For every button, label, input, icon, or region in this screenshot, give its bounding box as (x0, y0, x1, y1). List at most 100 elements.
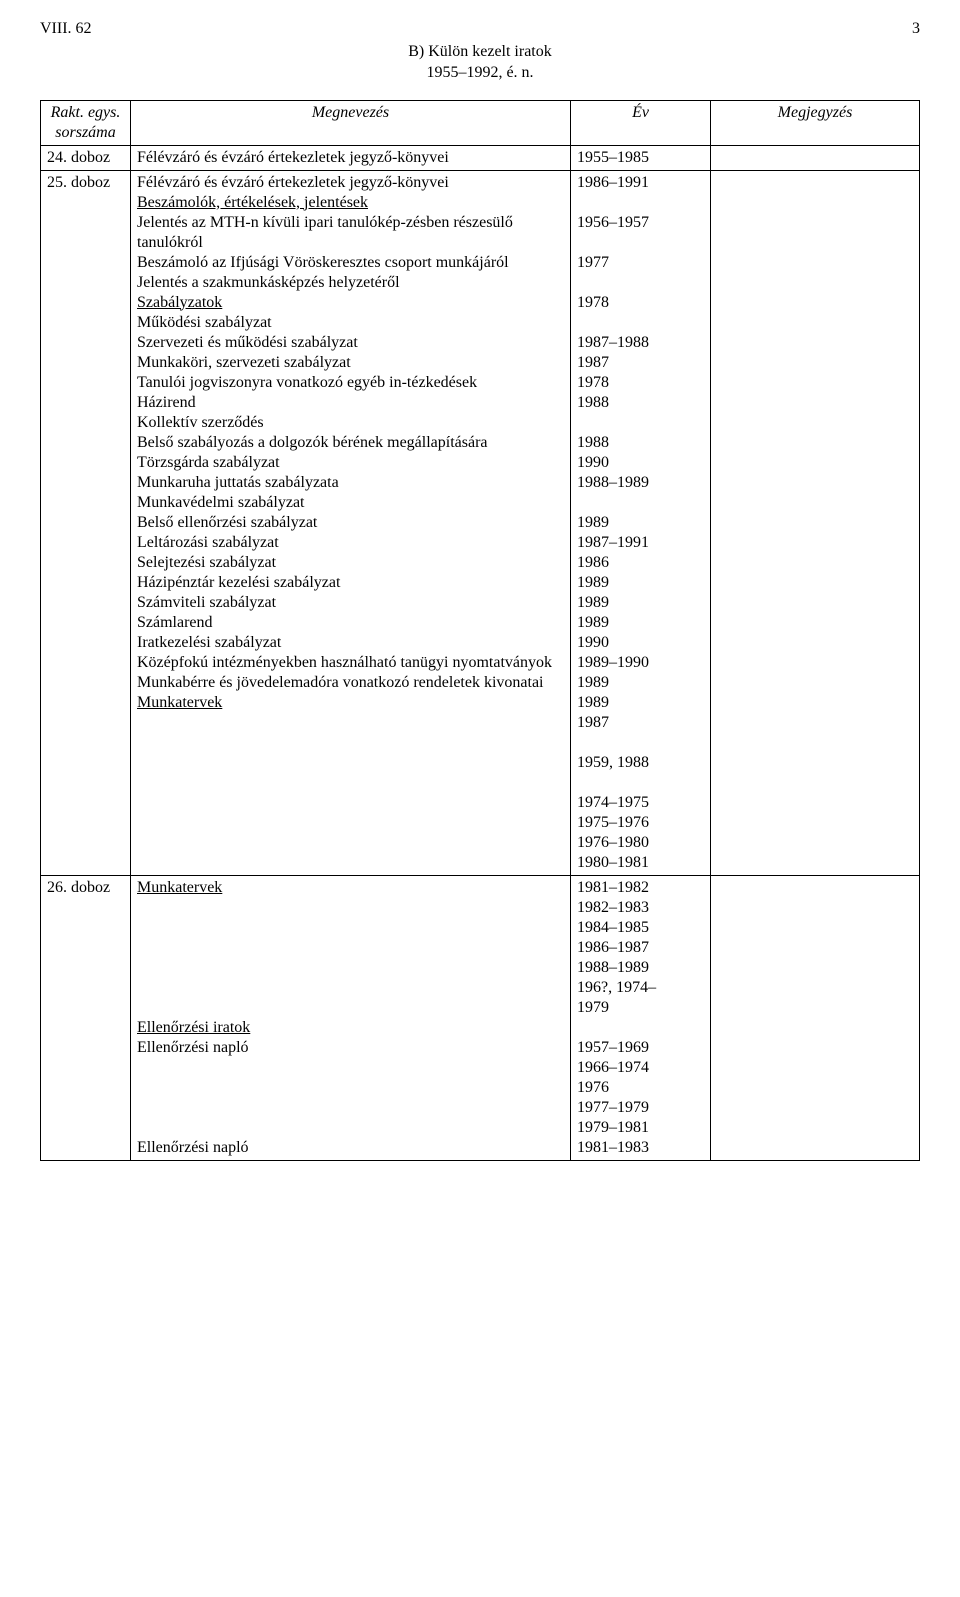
year (577, 773, 704, 793)
year: 1989 (577, 673, 704, 693)
year: 1990 (577, 453, 704, 473)
header-left: VIII. 62 (40, 20, 92, 38)
year (577, 1018, 704, 1038)
item: Működési szabályzat (137, 313, 564, 333)
year (577, 193, 704, 213)
item: Számviteli szabályzat (137, 593, 564, 613)
year: 1986–1987 (577, 938, 704, 958)
item-heading: Munkatervek (137, 693, 564, 713)
year: 1957–1969 (577, 1038, 704, 1058)
item: Munkaruha juttatás szabályzata (137, 473, 564, 493)
year: 1989 (577, 613, 704, 633)
table-header-row: Rakt. egys. sorszáma Megnevezés Év Megje… (41, 100, 920, 145)
year: 1976 (577, 1078, 704, 1098)
year: 1989–1990 (577, 653, 704, 673)
spacer (137, 978, 564, 998)
year: 1980–1981 (577, 853, 704, 873)
year: 196?, 1974– (577, 978, 704, 998)
year: 1978 (577, 373, 704, 393)
section-line1: B) Külön kezelt iratok (40, 42, 920, 63)
col-rakt-header: Rakt. egys. sorszáma (41, 100, 131, 145)
item: Tanulói jogviszonyra vonatkozó egyéb in-… (137, 373, 564, 393)
year: 1989 (577, 693, 704, 713)
item: Belső ellenőrzési szabályzat (137, 513, 564, 533)
cell-rakt: 26. doboz (41, 875, 131, 1160)
item: Belső szabályozás a dolgozók bérének meg… (137, 433, 564, 453)
item: Iratkezelési szabályzat (137, 633, 564, 653)
spacer (137, 958, 564, 978)
item: Félévzáró és évzáró értekezletek jegyző-… (137, 173, 564, 193)
year: 1988–1989 (577, 958, 704, 978)
year: 1977 (577, 253, 704, 273)
year: 1984–1985 (577, 918, 704, 938)
cell-megnev: Félévzáró és évzáró értekezletek jegyző-… (131, 170, 571, 875)
cell-megj (711, 170, 920, 875)
year: 1975–1976 (577, 813, 704, 833)
item: Jelentés a szakmunkásképzés helyzetéről (137, 273, 564, 293)
spacer (137, 938, 564, 958)
year: 1976–1980 (577, 833, 704, 853)
cell-rakt: 24. doboz (41, 145, 131, 170)
year: 1959, 1988 (577, 753, 704, 773)
year (577, 313, 704, 333)
item: Házirend (137, 393, 564, 413)
item: Munkavédelmi szabályzat (137, 493, 564, 513)
year: 1987–1991 (577, 533, 704, 553)
item: Beszámoló az Ifjúsági Vöröskeresztes cso… (137, 253, 564, 273)
year: 1989 (577, 593, 704, 613)
spacer (137, 1118, 564, 1138)
col-ev-header: Év (571, 100, 711, 145)
item: Szervezeti és működési szabályzat (137, 333, 564, 353)
year (577, 273, 704, 293)
year: 1974–1975 (577, 793, 704, 813)
item-heading: Munkatervek (137, 878, 564, 898)
spacer (137, 1058, 564, 1078)
rakt-h2: sorszáma (47, 123, 124, 143)
year: 1979 (577, 998, 704, 1018)
year: 1966–1974 (577, 1058, 704, 1078)
page-header: VIII. 62 3 (40, 20, 920, 38)
spacer (137, 998, 564, 1018)
item: Selejtezési szabályzat (137, 553, 564, 573)
spacer (137, 898, 564, 918)
year (577, 493, 704, 513)
item: Ellenőrzési napló (137, 1038, 564, 1058)
col-megj-header: Megjegyzés (711, 100, 920, 145)
item: Kollektív szerződés (137, 413, 564, 433)
section-line2: 1955–1992, é. n. (40, 63, 920, 84)
year: 1988 (577, 433, 704, 453)
year (577, 413, 704, 433)
table-row: 24. doboz Félévzáró és évzáró értekezlet… (41, 145, 920, 170)
item: Törzsgárda szabályzat (137, 453, 564, 473)
year: 1956–1957 (577, 213, 704, 233)
year: 1986–1991 (577, 173, 704, 193)
year: 1987 (577, 353, 704, 373)
item: Munkaköri, szervezeti szabályzat (137, 353, 564, 373)
year: 1981–1983 (577, 1138, 704, 1158)
year (577, 733, 704, 753)
year: 1988 (577, 393, 704, 413)
year: 1978 (577, 293, 704, 313)
header-right: 3 (912, 20, 920, 38)
year: 1990 (577, 633, 704, 653)
year: 1988–1989 (577, 473, 704, 493)
year: 1989 (577, 513, 704, 533)
year (577, 233, 704, 253)
rakt-h1: Rakt. egys. (47, 103, 124, 123)
table-row: 25. doboz Félévzáró és évzáró értekezlet… (41, 170, 920, 875)
year: 1977–1979 (577, 1098, 704, 1118)
item: Jelentés az MTH-n kívüli ipari tanulókép… (137, 213, 564, 253)
item-heading: Szabályzatok (137, 293, 564, 313)
cell-ev: 1955–1985 (571, 145, 711, 170)
cell-megnev: Félévzáró és évzáró értekezletek jegyző-… (131, 145, 571, 170)
section-title: B) Külön kezelt iratok 1955–1992, é. n. (40, 42, 920, 84)
spacer (137, 1098, 564, 1118)
item: Munkabérre és jövedelemadóra vonatkozó r… (137, 673, 564, 693)
year: 1987–1988 (577, 333, 704, 353)
cell-megj (711, 145, 920, 170)
year: 1989 (577, 573, 704, 593)
spacer (137, 1078, 564, 1098)
table-row: 26. doboz Munkatervek Ellenőrzési iratok… (41, 875, 920, 1160)
item: Leltározási szabályzat (137, 533, 564, 553)
item: Középfokú intézményekben használható tan… (137, 653, 564, 673)
